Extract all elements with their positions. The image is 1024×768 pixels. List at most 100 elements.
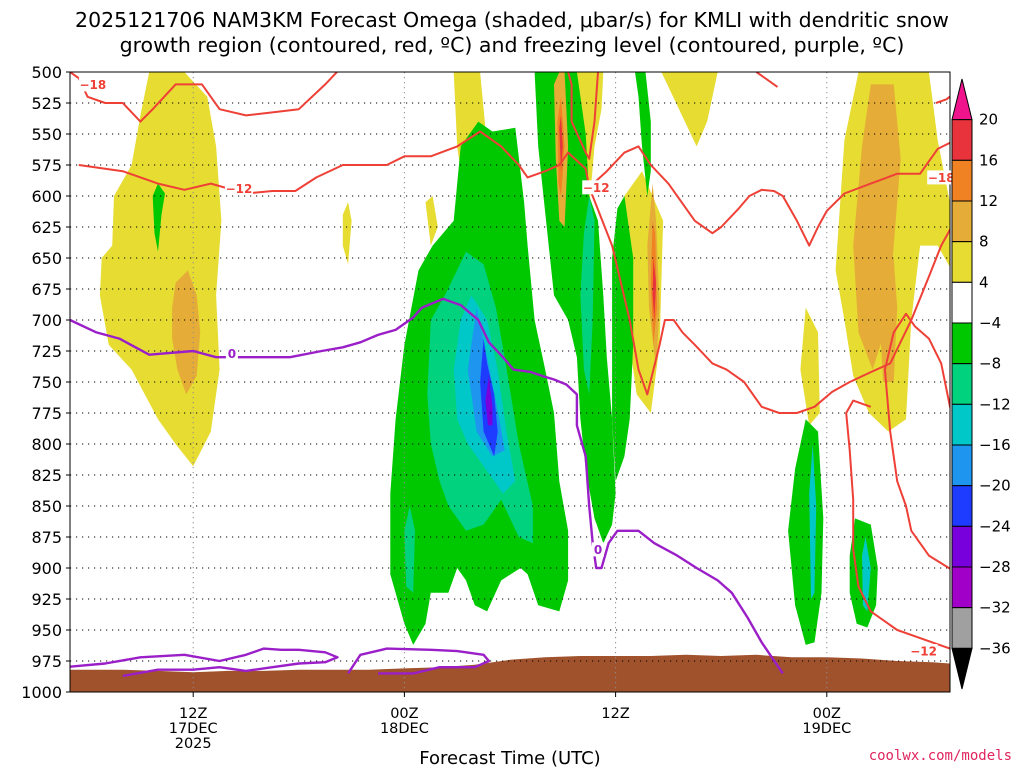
- credit-text: coolwx.com/models: [869, 748, 1012, 764]
- freezing-level-label-bg: [225, 346, 238, 361]
- y-tick-label: 825: [31, 466, 62, 485]
- y-tick-label: 800: [31, 435, 62, 454]
- omega-region: [172, 270, 201, 395]
- omega-region: [661, 72, 718, 147]
- omega-region: [559, 115, 563, 172]
- omega-region: [404, 506, 415, 593]
- colorbar-level-label: 12: [979, 192, 998, 210]
- x-tick-label: 12Z: [601, 706, 629, 722]
- dendritic-contour-label-bg: [582, 180, 611, 195]
- freezing-level-line: [70, 647, 339, 678]
- colorbar-top-arrow: [951, 78, 973, 121]
- x-tick-label: 00Z: [813, 706, 841, 722]
- x-tick-label: 2025: [175, 736, 212, 752]
- colorbar-swatch: [951, 241, 973, 283]
- omega-region: [612, 196, 634, 482]
- gridlines: [70, 72, 950, 692]
- y-tick-label: 625: [31, 218, 62, 237]
- colorbar-swatch: [951, 485, 973, 527]
- dendritic-contour-label: −18: [79, 78, 106, 92]
- y-tick-label: 500: [31, 63, 62, 82]
- dendritic-contour-label: −18: [928, 171, 955, 185]
- freezing-level-label: 0: [594, 543, 602, 557]
- colorbar-swatch: [951, 200, 973, 243]
- y-axis-ticks: 500 525 550 575 600 625 650 675 700 725 750 775 800 8…: [21, 63, 70, 702]
- dendritic-contour-line: [883, 312, 950, 570]
- omega-region: [788, 419, 824, 645]
- dendritic-contour-label-bg: [927, 170, 956, 185]
- colorbar-swatch: [951, 119, 973, 161]
- dendritic-contour-line: [845, 399, 950, 650]
- x-tick-label: 19DEC: [802, 721, 851, 737]
- dendritic-contour-line: [78, 130, 591, 195]
- dendritic-contour-line: [588, 141, 950, 247]
- freezing-level-label-bg: [592, 542, 604, 557]
- omega-region: [534, 72, 616, 544]
- colorbar-level-label: −32: [979, 599, 1011, 617]
- dendritic-contour-label: −12: [226, 182, 253, 196]
- dendritic-contour-label-bg: [909, 644, 938, 659]
- y-tick-label: 950: [31, 621, 62, 640]
- colorbar-swatch: [951, 525, 973, 568]
- colorbar-swatch: [951, 403, 973, 446]
- omega-region: [342, 202, 352, 265]
- dendritic-contour-label-bg: [224, 181, 253, 196]
- dendritic-contour-line: [935, 95, 950, 104]
- chart-title-line-1: 2025121706 NAM3KM Forecast Omega (shaded…: [75, 8, 949, 32]
- dendritic-contour-label-bg: [78, 77, 107, 92]
- colorbar-level-label: −24: [979, 517, 1011, 535]
- colorbar: 20 16 12 8 4 −4 −8 −12 −16 −20 −24 −28 −32 −36: [951, 78, 1011, 690]
- y-tick-label: 875: [31, 528, 62, 547]
- colorbar-level-label: −36: [979, 639, 1011, 657]
- colorbar-level-label: −4: [979, 314, 1001, 332]
- y-tick-label: 1000: [21, 683, 62, 702]
- y-tick-label: 550: [31, 125, 62, 144]
- colorbar-swatch: [951, 607, 973, 649]
- colorbar-level-label: −12: [979, 395, 1011, 413]
- colorbar-level-label: −16: [979, 436, 1011, 454]
- omega-region: [809, 444, 817, 599]
- colorbar-level-label: −28: [979, 558, 1011, 576]
- y-tick-label: 925: [31, 590, 62, 609]
- x-tick-label: 17DEC: [169, 721, 218, 737]
- y-tick-label: 650: [31, 249, 62, 268]
- contour-labels: −18 −12 −12 −18 −12 0 0: [78, 77, 956, 659]
- y-tick-label: 975: [31, 652, 62, 671]
- colorbar-swatch: [951, 281, 973, 324]
- y-tick-label: 525: [31, 94, 62, 113]
- plot-area: [70, 72, 950, 692]
- y-tick-label: 575: [31, 156, 62, 175]
- dendritic-contour-label: −12: [910, 645, 937, 659]
- y-tick-label: 900: [31, 559, 62, 578]
- dendritic-contours: [70, 72, 950, 650]
- y-tick-label: 600: [31, 187, 62, 206]
- colorbar-level-label: 20: [979, 111, 998, 129]
- y-tick-label: 775: [31, 404, 62, 423]
- colorbar-bottom-arrow: [951, 647, 973, 690]
- freezing-level-line: [70, 297, 784, 675]
- x-tick-label: 18DEC: [380, 721, 429, 737]
- colorbar-level-label: −8: [979, 355, 1001, 373]
- y-tick-label: 725: [31, 342, 62, 361]
- x-tick-label: 12Z: [179, 706, 207, 722]
- freezing-level-contours: [70, 297, 784, 678]
- dendritic-contour-line: [755, 72, 779, 88]
- omega-region: [152, 183, 165, 252]
- dendritic-contour-line: [567, 72, 599, 160]
- omega-shading: [99, 72, 950, 645]
- colorbar-swatch: [951, 566, 973, 609]
- colorbar-swatch: [951, 363, 973, 405]
- y-tick-label: 700: [31, 311, 62, 330]
- dendritic-contour-line: [588, 186, 950, 414]
- freezing-level-label: 0: [228, 347, 236, 361]
- omega-region: [425, 196, 438, 246]
- colorbar-level-label: 16: [979, 151, 998, 169]
- y-tick-label: 750: [31, 373, 62, 392]
- colorbar-swatch: [951, 159, 973, 202]
- omega-region: [862, 537, 871, 612]
- y-tick-label: 675: [31, 280, 62, 299]
- omega-region: [580, 196, 595, 395]
- colorbar-swatch: [951, 444, 973, 487]
